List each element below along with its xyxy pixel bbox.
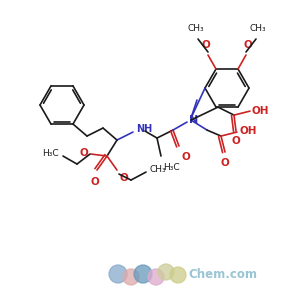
Text: OH: OH	[252, 106, 269, 116]
Text: Chem.com: Chem.com	[188, 268, 257, 281]
Text: O: O	[120, 173, 129, 183]
Circle shape	[148, 269, 164, 285]
Text: H₃C: H₃C	[163, 163, 180, 172]
Text: CH₃: CH₃	[250, 24, 266, 33]
Text: H₃C: H₃C	[42, 148, 59, 158]
Text: O: O	[244, 40, 252, 50]
Text: N: N	[189, 115, 198, 125]
Text: O: O	[232, 136, 240, 146]
Circle shape	[123, 269, 139, 285]
Text: NH: NH	[136, 124, 152, 134]
Text: CH₃: CH₃	[188, 24, 204, 33]
Circle shape	[109, 265, 127, 283]
Circle shape	[170, 267, 186, 283]
Text: O: O	[202, 40, 210, 50]
Circle shape	[134, 265, 152, 283]
Text: O: O	[220, 158, 230, 168]
Text: CH₃: CH₃	[150, 165, 166, 174]
Text: O: O	[79, 148, 88, 158]
Text: O: O	[91, 177, 99, 187]
Text: O: O	[181, 152, 190, 162]
Circle shape	[158, 264, 174, 280]
Text: OH: OH	[239, 126, 256, 136]
